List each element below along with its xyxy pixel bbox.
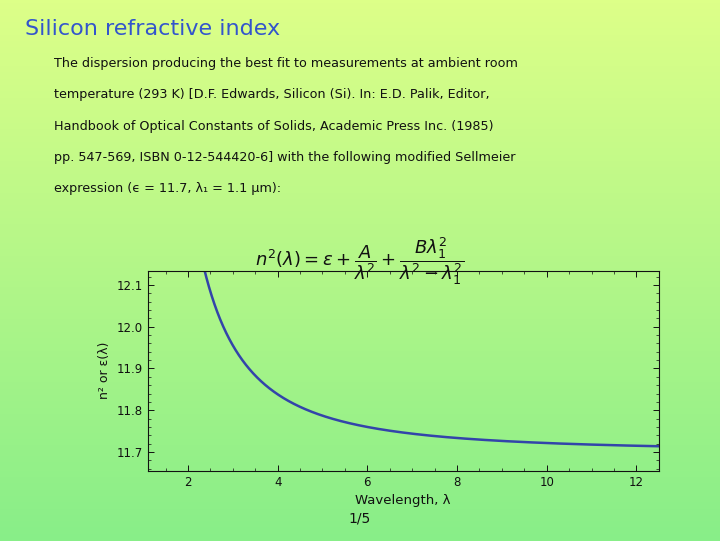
Text: Silicon refractive index: Silicon refractive index [25,19,280,39]
X-axis label: Wavelength, λ: Wavelength, λ [356,494,451,507]
Text: temperature (293 K) [D.F. Edwards, Silicon (Si). In: E.D. Palik, Editor,: temperature (293 K) [D.F. Edwards, Silic… [54,88,490,101]
Y-axis label: n² or ε(λ): n² or ε(λ) [98,342,111,399]
Text: 1/5: 1/5 [349,512,371,526]
Text: expression (ϵ = 11.7, λ₁ = 1.1 μm):: expression (ϵ = 11.7, λ₁ = 1.1 μm): [54,182,281,195]
Text: Handbook of Optical Constants of Solids, Academic Press Inc. (1985): Handbook of Optical Constants of Solids,… [54,120,493,133]
Text: pp. 547-569, ISBN 0-12-544420-6] with the following modified Sellmeier: pp. 547-569, ISBN 0-12-544420-6] with th… [54,151,516,164]
Text: $n^2(\lambda) = \epsilon + \dfrac{A}{\lambda^2} + \dfrac{B\lambda_1^2}{\lambda^2: $n^2(\lambda) = \epsilon + \dfrac{A}{\la… [256,235,464,287]
Text: The dispersion producing the best fit to measurements at ambient room: The dispersion producing the best fit to… [54,57,518,70]
